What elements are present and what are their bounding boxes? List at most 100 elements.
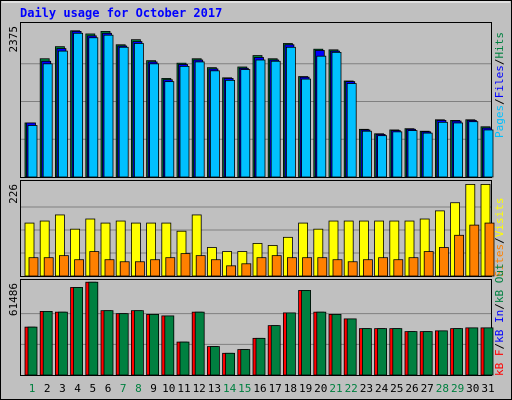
bar-pages: [331, 51, 342, 178]
bar-kb-in: [133, 310, 144, 376]
bar-sites: [43, 257, 54, 277]
bar-pages: [194, 61, 205, 178]
bar-kb-in: [331, 314, 342, 376]
bar-kb-in: [483, 327, 494, 376]
bar-kb-in: [58, 311, 68, 376]
bar-pages: [240, 69, 251, 178]
bar-pages: [392, 131, 403, 178]
bar-sites: [241, 263, 252, 277]
bar-pages: [118, 46, 129, 178]
bar-kb-in: [225, 352, 236, 376]
x-tick-label: 27: [421, 382, 434, 395]
bar-sites: [438, 247, 449, 277]
bar-sites: [89, 251, 100, 277]
bar-pages: [437, 121, 448, 178]
bar-pages: [73, 32, 83, 178]
y-max-label-hits: 2375: [7, 26, 20, 53]
x-tick-label: 31: [481, 382, 494, 395]
x-tick-label: 24: [375, 382, 389, 395]
x-tick-label: 7: [120, 382, 127, 395]
bars-layer: [24, 30, 495, 376]
bar-kb-in: [240, 349, 251, 376]
legend-files: Files: [493, 65, 506, 98]
x-tick-label: 11: [177, 382, 190, 395]
legend-kb-f: kB F: [493, 350, 506, 377]
bar-pages: [285, 46, 296, 178]
bar-kb-in: [149, 314, 160, 376]
bar-pages: [179, 65, 190, 178]
bar-sites: [347, 261, 358, 277]
legend-hits: Hits: [493, 32, 506, 59]
bar-sites: [362, 259, 373, 277]
x-tick-label: 28: [436, 382, 449, 395]
bar-kb-in: [103, 310, 114, 376]
x-tick-label: 15: [238, 382, 251, 395]
legend-kb-in: kB In: [493, 310, 506, 343]
x-tick-label: 3: [59, 382, 66, 395]
x-tick-label: 4: [74, 382, 81, 395]
bar-sites: [469, 224, 480, 277]
bar-pages: [453, 122, 464, 178]
y-max-label-visits: 226: [7, 184, 20, 204]
bar-kb-in: [346, 318, 357, 376]
bar-sites: [256, 257, 267, 277]
bar-kb-in: [361, 328, 372, 376]
x-tick-label: 29: [451, 382, 464, 395]
bar-pages: [361, 130, 372, 178]
legend-visits-panel: Sites/Visits: [493, 198, 506, 278]
bar-sites: [74, 259, 84, 277]
bar-sites: [134, 261, 145, 277]
x-tick-label: 6: [105, 382, 112, 395]
legend-kb-out: kB Out: [493, 263, 506, 303]
bar-pages: [377, 135, 388, 178]
x-tick-label: 21: [329, 382, 342, 395]
bar-pages: [255, 59, 266, 178]
x-tick-label: 18: [284, 382, 297, 395]
bar-pages: [209, 70, 220, 178]
legend-sep-5: /: [493, 303, 506, 310]
bar-sites: [271, 255, 282, 277]
bar-kb-in: [392, 328, 403, 376]
bar-sites: [28, 257, 39, 277]
bar-pages: [149, 63, 160, 178]
bar-sites: [210, 259, 221, 277]
bar-kb-in: [422, 331, 433, 376]
x-tick-label: 30: [466, 382, 479, 395]
chart-title: Daily usage for October 2017: [20, 6, 222, 20]
bar-pages: [483, 129, 494, 178]
bar-pages: [422, 132, 433, 178]
bar-sites: [59, 255, 69, 277]
bar-sites: [408, 257, 419, 277]
bar-kb-in: [164, 315, 175, 376]
legend-sep-3: /: [493, 237, 506, 244]
bar-sites: [454, 234, 465, 277]
bar-pages: [407, 130, 418, 178]
x-tick-label: 10: [162, 382, 175, 395]
x-tick-label: 2: [44, 382, 51, 395]
bar-kb-in: [285, 312, 296, 376]
bar-pages: [225, 79, 236, 178]
legend-pages: Pages: [493, 105, 506, 138]
bar-sites: [119, 261, 130, 277]
x-tick-label: 8: [135, 382, 142, 395]
bar-kb-in: [42, 311, 53, 376]
x-tick-label: 20: [314, 382, 327, 395]
bar-kb-in: [377, 328, 388, 376]
bar-sites: [378, 257, 389, 277]
bar-sites: [393, 259, 404, 277]
bar-kb-in: [468, 327, 479, 376]
x-tick-label: 5: [89, 382, 96, 395]
legend-sites: Sites: [493, 244, 506, 277]
bar-pages: [27, 125, 38, 178]
bar-kb-in: [27, 326, 38, 376]
x-tick-label: 14: [223, 382, 237, 395]
legend-kb-panel: kB F/kB In/kB Out: [493, 263, 506, 376]
bar-kb-in: [179, 341, 190, 376]
bar-pages: [88, 37, 99, 178]
bar-sites: [423, 251, 434, 277]
bar-pages: [270, 60, 281, 178]
bar-kb-in: [316, 311, 327, 376]
x-axis-labels: 1 2 3 4 5 6 7 8 9 10 11 12 13 14 15 16 17 18 19 20 21 22 23 24 2…: [29, 382, 495, 395]
legend-visits: Visits: [493, 198, 506, 238]
